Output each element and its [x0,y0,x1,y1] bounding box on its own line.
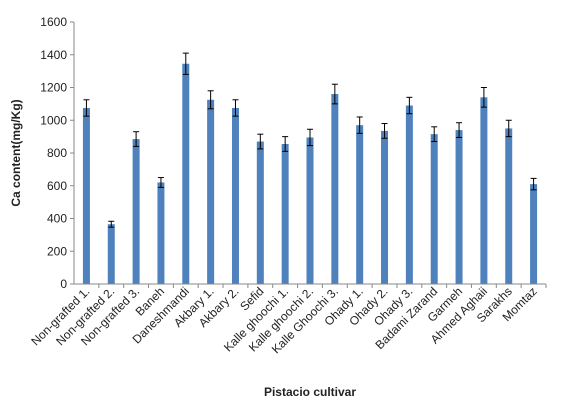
bar [107,224,115,284]
error-bar [157,177,164,188]
bar [182,63,190,284]
error-bar [381,123,388,139]
bar [455,130,463,284]
error-bar [505,119,512,138]
bar [306,137,314,284]
y-tick-label: 800 [47,146,67,160]
x-axis-labels: Non-grafted 1.Non-grafted 2.Non-grafted … [28,284,547,356]
bar [356,125,364,284]
x-axis-title: Pistacio cultivar [264,385,356,399]
error-bar [133,131,140,147]
bar [231,107,239,284]
bar [530,184,538,284]
error-bar [456,122,463,138]
error-bar [307,128,313,147]
error-bars [83,52,537,228]
y-axis-ticks: 0 200 400 600 800 1000 1200 1400 1600 [40,15,74,291]
y-tick-label: 1000 [40,113,67,127]
bar [405,105,413,284]
error-bar [257,133,264,150]
error-bar [530,177,537,191]
y-axis-title: Ca content(mg/Kg) [9,99,23,206]
bar [505,128,513,284]
y-tick-label: 400 [47,212,67,226]
error-bar [406,96,413,115]
y-tick-label: 1600 [40,15,67,29]
error-bar [282,136,289,152]
error-bar [480,87,487,108]
bar [132,139,140,284]
bar [256,141,264,284]
bar [331,94,339,284]
error-bar [108,220,115,228]
bar [281,143,289,284]
error-bar [207,90,214,110]
error-bar [331,83,338,105]
y-tick-label: 1200 [40,81,67,95]
bar [207,99,215,284]
bar [480,97,488,284]
y-tick-label: 200 [47,244,67,258]
error-bar [232,99,239,117]
bar [82,107,90,284]
y-tick-label: 600 [47,179,67,193]
y-tick-label: 1400 [40,48,67,62]
bar [381,130,389,284]
error-bar [182,52,189,75]
bars [82,63,538,284]
error-bar [83,99,90,117]
error-bar [431,126,438,143]
bar [430,134,438,284]
y-tick-label: 0 [60,277,67,291]
error-bar [356,116,363,134]
bar [157,182,165,284]
